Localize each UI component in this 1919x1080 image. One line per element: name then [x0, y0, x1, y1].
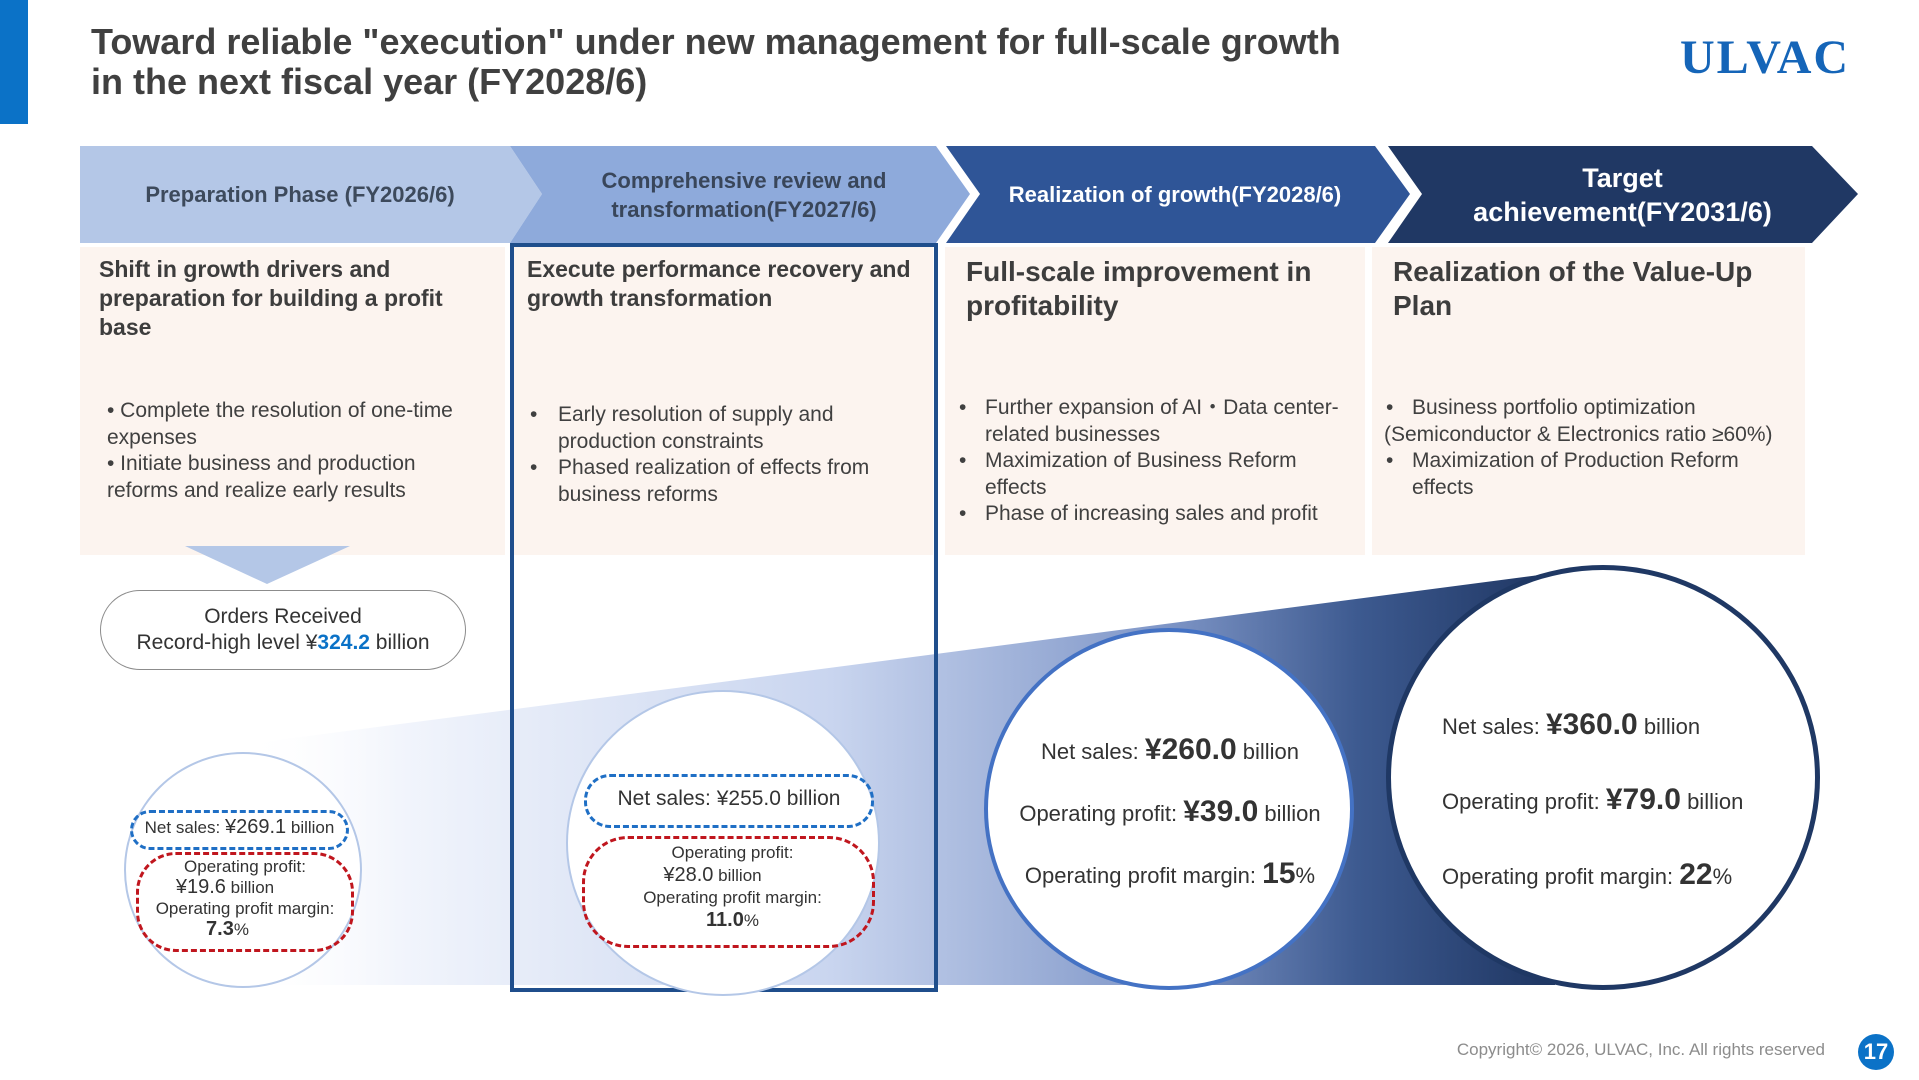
bullet-item: • Phased realization of effects from busi…	[530, 456, 870, 506]
bubble4-margin: Operating profit margin: 22%	[1442, 858, 1733, 891]
bullet-item-note: (Semiconductor & Electronics ratio ≥60%)	[1384, 422, 1773, 446]
column-bullets-3: • Further expansion of AI・Data center-rel…	[957, 395, 1357, 528]
bullet-item: • Initiate business and production refor…	[107, 452, 416, 502]
bullet-item: • Maximization of Business Reform effects	[959, 449, 1297, 499]
profit-dashed-highlight	[136, 852, 354, 952]
target-bubble-fy2028	[984, 628, 1354, 990]
bubble3-operating-profit: Operating profit: ¥39.0 billion	[1019, 795, 1321, 828]
net-sales-dashed-highlight	[584, 774, 874, 828]
bullet-item: • Early resolution of supply and producti…	[530, 403, 834, 453]
column-card-3	[945, 247, 1365, 555]
column-heading-4: Realization of the Value-Up Plan	[1393, 256, 1753, 321]
phase-label-4: Target achievement(FY2031/6)	[1473, 162, 1772, 227]
bubble3-net-sales: Net sales: ¥260.0 billion	[1040, 733, 1300, 766]
bubble1-profit: Operating profit: ¥19.6 billion Operatin…	[155, 857, 335, 940]
accent-bar	[0, 0, 28, 124]
bullet-dot-icon: •	[530, 456, 538, 479]
ulvac-logo: ULVAC	[1680, 31, 1851, 84]
page-number-badge: 17	[1858, 1034, 1894, 1070]
page-title: Toward reliable "execution" under new ma…	[91, 21, 1341, 102]
bullet-dot-icon: •	[1386, 449, 1394, 472]
column-card-1	[80, 247, 505, 555]
orders-received-value-line: Record-high level ¥324.2 billion	[136, 631, 430, 654]
column-heading-1: Shift in growth drivers and preparation …	[99, 256, 443, 340]
profit-dashed-highlight	[582, 836, 875, 948]
column-heading-2: Execute performance recovery and growth …	[527, 256, 911, 311]
bullet-item: • Business portfolio optimization	[1384, 395, 1799, 422]
bullet-item: • Further expansion of AI・Data center-rel…	[959, 396, 1339, 446]
phase-label-1: Preparation Phase (FY2026/6)	[145, 181, 455, 207]
column-bullets-1: • Complete the resolution of one-time ex…	[107, 398, 487, 504]
target-bubble-fy2031	[1386, 565, 1820, 990]
bullet-dot-icon: •	[530, 403, 538, 426]
bubble3-margin: Operating profit margin: 15%	[1024, 857, 1316, 890]
bubble4-net-sales: Net sales: ¥360.0 billion	[1442, 708, 1701, 741]
bubble3-values: Net sales: ¥260.0 billion Operating prof…	[990, 720, 1350, 906]
column-heading-3: Full-scale improvement in profitability	[966, 256, 1312, 321]
bubble2-profit: Operating profit: ¥28.0 billion Operatin…	[643, 843, 822, 931]
phase-arrow-1	[80, 146, 542, 243]
bubble4-operating-profit: Operating profit: ¥79.0 billion	[1442, 783, 1744, 816]
column-bullets-4: • Business portfolio optimization (Semico…	[1384, 395, 1799, 501]
down-arrow-icon	[185, 546, 350, 584]
column-bullets-2: • Early resolution of supply and producti…	[528, 402, 913, 508]
orders-received-pill: Orders Received Record-high level ¥324.2…	[100, 590, 466, 670]
phase-arrow-4	[1388, 146, 1858, 243]
orders-value: 324.2	[317, 631, 370, 654]
bubble4-values: Net sales: ¥360.0 billion Operating prof…	[1442, 688, 1802, 913]
bullet-item: • Maximization of Production Reform effec…	[1386, 449, 1739, 499]
bullet-dot-icon: •	[959, 396, 967, 419]
bullet-item: • Complete the resolution of one-time ex…	[107, 399, 453, 449]
bullet-dot-icon: •	[959, 449, 967, 472]
copyright-footer: Copyright© 2026, ULVAC, Inc. All rights …	[1456, 1040, 1825, 1059]
column-card-2	[513, 247, 933, 555]
phase-arrow-2	[510, 146, 970, 243]
phase-arrow-3	[946, 146, 1410, 243]
orders-received-label: Orders Received	[204, 605, 362, 628]
bullet-dot-icon: •	[959, 502, 967, 525]
net-sales-dashed-highlight	[130, 810, 349, 850]
bullet-item: • Phase of increasing sales and profit	[957, 501, 1357, 528]
phase-label-3: Realization of growth(FY2028/6)	[1008, 182, 1342, 207]
column-card-4	[1372, 247, 1805, 555]
bullet-dot-icon: •	[1386, 396, 1394, 419]
bubble1-net-sales: Net sales: ¥269.1 billion	[144, 816, 335, 838]
phase-label-2: Comprehensive review and transformation(…	[601, 167, 887, 222]
bubble2-net-sales: Net sales: ¥255.0 billion	[617, 787, 841, 810]
